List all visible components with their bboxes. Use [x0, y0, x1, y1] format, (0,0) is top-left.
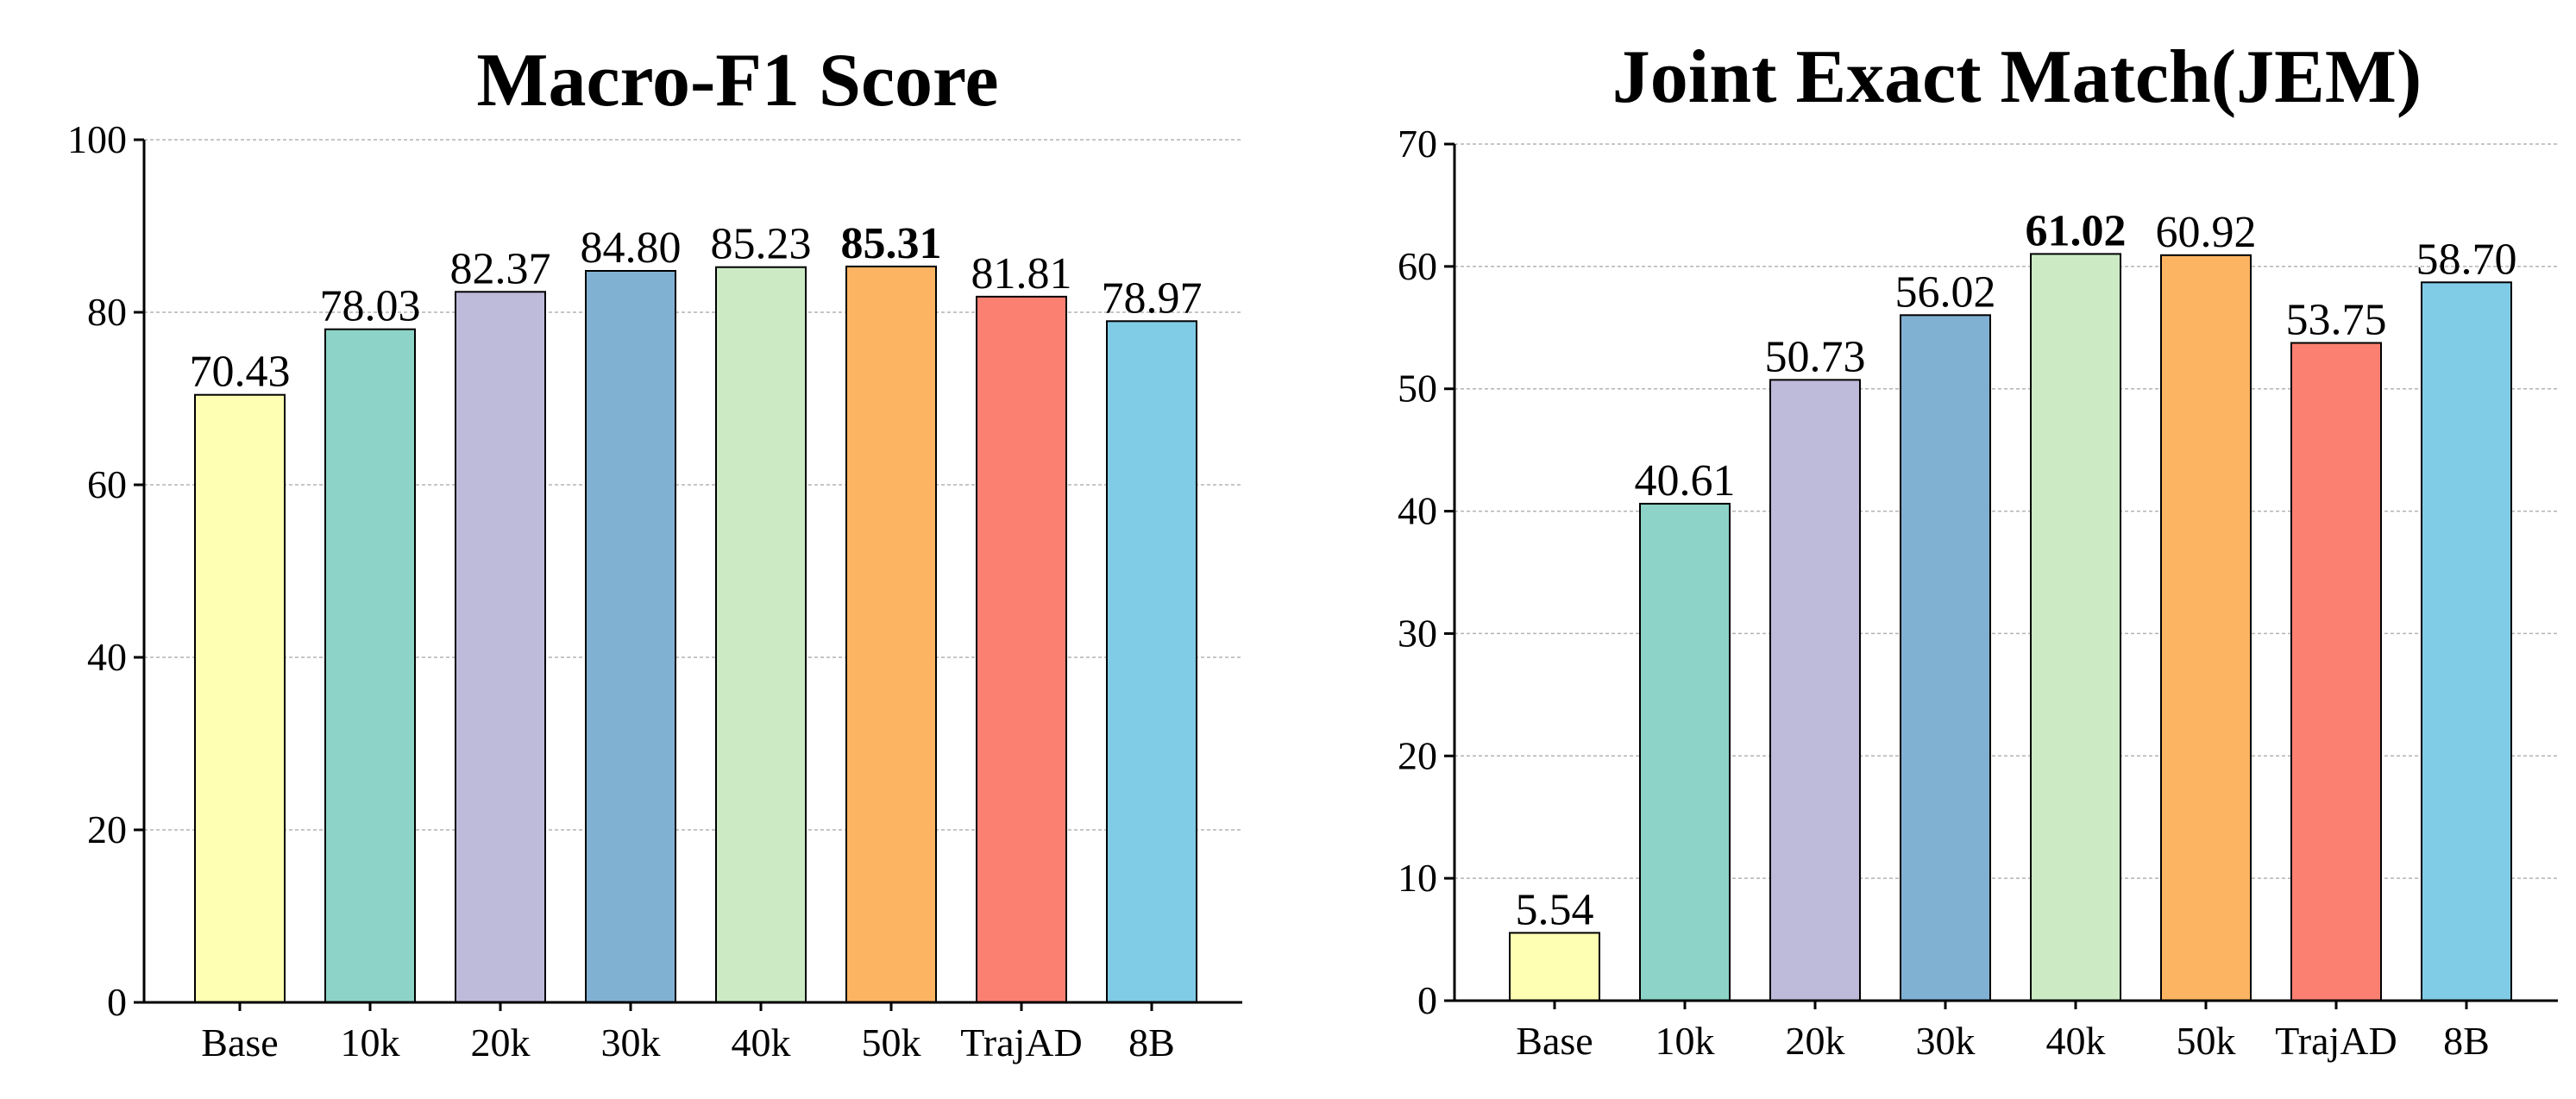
x-tick-label: Base — [201, 1020, 278, 1064]
x-tick-label: TrajAD — [960, 1020, 1082, 1064]
data-label: 85.23 — [711, 220, 812, 269]
bar-10k — [1639, 502, 1731, 1002]
y-tick-label: 80 — [87, 290, 127, 334]
bar-30k — [585, 270, 676, 1003]
data-label: 5.54 — [1516, 885, 1594, 934]
data-label: 53.75 — [2286, 296, 2387, 345]
jem-chart: Joint Exact Match(JEM) 0 10 20 30 40 50 60 70 5.… — [1398, 35, 2558, 1063]
y-tick-label: 60 — [87, 462, 127, 506]
x-tick-label: 20k — [471, 1020, 531, 1064]
y-tick-label: 70 — [1398, 122, 1437, 166]
bar-40k — [715, 266, 807, 1003]
x-tick-label: 20k — [1786, 1019, 1845, 1063]
bar-8b — [1106, 320, 1197, 1003]
x-tick-label: 50k — [862, 1020, 921, 1064]
data-label: 58.70 — [2416, 235, 2517, 284]
data-label: 85.31 — [841, 219, 942, 268]
x-tick-label: 30k — [601, 1020, 661, 1064]
y-tick-label: 0 — [1417, 978, 1437, 1022]
chart-title: Macro-F1 Score — [476, 39, 998, 122]
y-tick-label: 30 — [1398, 611, 1437, 655]
data-label: 81.81 — [971, 249, 1072, 298]
data-label: 56.02 — [1895, 267, 1996, 317]
bar-8b — [2421, 281, 2512, 1002]
bar-10k — [324, 328, 416, 1003]
x-tick-label: TrajAD — [2275, 1019, 2397, 1063]
data-label: 78.97 — [1102, 273, 1203, 323]
bar-20k — [1769, 379, 1861, 1002]
data-label: 60.92 — [2156, 208, 2257, 257]
bar-50k — [2160, 254, 2252, 1002]
chart-title: Joint Exact Match(JEM) — [1612, 35, 2422, 119]
data-label: 50.73 — [1765, 332, 1866, 381]
data-label: 61.02 — [2026, 206, 2127, 255]
bar-trajad — [976, 295, 1067, 1003]
data-label: 84.80 — [581, 223, 682, 273]
data-label: 40.61 — [1635, 456, 1736, 506]
data-label: 82.37 — [450, 244, 551, 293]
x-tick-label: 50k — [2177, 1019, 2236, 1063]
y-tick-label: 0 — [107, 980, 127, 1024]
y-tick-label: 40 — [1398, 489, 1437, 533]
x-tick-label: 40k — [732, 1020, 791, 1064]
bar-base — [194, 393, 286, 1003]
bar-base — [1509, 932, 1600, 1002]
x-tick-label: 10k — [341, 1020, 400, 1064]
x-tick-label: 10k — [1656, 1019, 1715, 1063]
bar-30k — [1900, 314, 1991, 1002]
x-tick-label: 30k — [1916, 1019, 1976, 1063]
bar-20k — [455, 291, 546, 1003]
bar-40k — [2030, 253, 2121, 1002]
x-tick-label: 8B — [2443, 1019, 2490, 1063]
y-tick-label: 20 — [1398, 733, 1437, 777]
y-tick-label: 50 — [1398, 367, 1437, 411]
y-tick-label: 20 — [87, 807, 127, 851]
y-tick-label: 10 — [1398, 856, 1437, 900]
x-tick-label: Base — [1516, 1019, 1593, 1063]
y-tick-label: 60 — [1398, 244, 1437, 288]
data-label: 78.03 — [320, 282, 421, 331]
y-tick-label: 100 — [67, 117, 127, 161]
x-tick-label: 8B — [1128, 1020, 1175, 1064]
data-label: 70.43 — [190, 348, 291, 397]
macro-f1-chart: Macro-F1 Score 0 20 40 60 80 100 70.43 Base 78.0… — [67, 39, 1242, 1064]
x-tick-label: 40k — [2046, 1019, 2106, 1063]
y-tick-label: 40 — [87, 635, 127, 679]
bar-trajad — [2290, 342, 2382, 1002]
bar-50k — [845, 265, 937, 1003]
